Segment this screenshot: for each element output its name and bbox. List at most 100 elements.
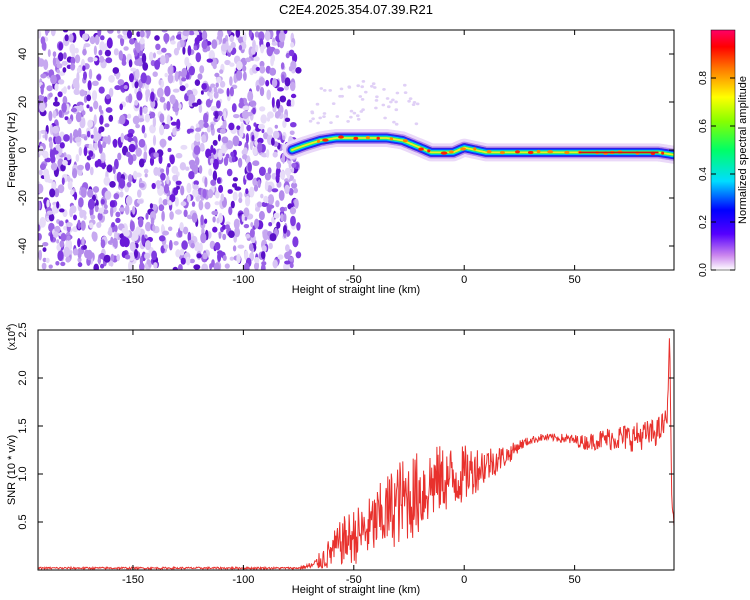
- noise-blob: [172, 88, 180, 93]
- trace-halo-blob: [403, 83, 407, 87]
- noise-blob: [270, 56, 274, 67]
- noise-blob: [63, 134, 70, 142]
- noise-blob: [187, 45, 192, 56]
- noise-blob: [261, 128, 265, 134]
- noise-blob: [269, 67, 277, 76]
- noise-blob: [267, 167, 272, 175]
- noise-blob: [283, 262, 290, 270]
- noise-blob: [38, 224, 41, 232]
- noise-blob: [243, 207, 250, 218]
- noise-blob: [127, 113, 132, 119]
- noise-blob: [251, 134, 255, 142]
- noise-blob: [168, 200, 172, 206]
- noise-blob: [117, 30, 121, 34]
- noise-blob: [41, 41, 47, 51]
- noise-blob: [58, 71, 66, 76]
- noise-blob: [132, 205, 136, 215]
- noise-blob: [165, 165, 170, 176]
- noise-blob: [254, 31, 260, 38]
- noise-blob: [174, 197, 179, 207]
- noise-blob: [83, 146, 88, 157]
- noise-blob: [156, 50, 163, 55]
- noise-blob: [42, 247, 47, 253]
- noise-blob: [139, 182, 145, 188]
- noise-blob: [283, 213, 287, 223]
- noise-blob: [135, 42, 141, 54]
- x-tick-label: 50: [569, 574, 581, 586]
- noise-blob: [201, 83, 207, 90]
- noise-blob: [242, 105, 250, 111]
- noise-blob: [135, 68, 140, 80]
- noise-blob: [266, 46, 274, 57]
- noise-blob: [87, 119, 94, 128]
- noise-blob: [58, 79, 65, 85]
- noise-blob: [152, 224, 156, 232]
- noise-blob: [105, 57, 113, 64]
- noise-blob: [105, 107, 113, 113]
- noise-blob: [276, 221, 281, 229]
- noise-blob: [286, 169, 291, 180]
- noise-blob: [218, 149, 223, 161]
- noise-blob: [159, 138, 167, 148]
- noise-blob: [240, 122, 244, 133]
- noise-blob: [262, 229, 270, 241]
- noise-blob: [135, 124, 141, 129]
- noise-blob: [188, 30, 195, 36]
- trace-halo-blob: [319, 87, 324, 90]
- noise-blob: [112, 67, 120, 74]
- noise-blob: [99, 252, 105, 260]
- trace-halo-blob: [373, 86, 377, 89]
- noise-blob: [175, 152, 183, 159]
- noise-blob: [241, 65, 247, 72]
- noise-blob: [289, 262, 294, 269]
- noise-blob: [199, 142, 205, 152]
- noise-blob: [154, 35, 160, 41]
- noise-blob: [69, 205, 77, 214]
- trace-hotspot: [317, 139, 320, 143]
- noise-blob: [264, 180, 269, 191]
- noise-blob: [295, 67, 302, 74]
- noise-blob: [284, 117, 291, 123]
- noise-blob: [202, 188, 207, 199]
- noise-blob: [119, 103, 123, 111]
- noise-blob: [57, 184, 65, 194]
- noise-blob: [257, 137, 264, 144]
- noise-blob: [211, 210, 219, 216]
- noise-blob: [83, 43, 91, 48]
- noise-blob: [129, 38, 135, 45]
- noise-blob: [252, 160, 260, 166]
- noise-blob: [89, 36, 96, 45]
- noise-blob: [145, 212, 149, 220]
- spectrogram-x-label: Height of straight line (km): [292, 284, 420, 296]
- noise-blob: [149, 126, 155, 132]
- noise-blob: [136, 91, 143, 101]
- noise-blob: [134, 81, 139, 89]
- noise-blob: [229, 86, 234, 97]
- noise-blob: [245, 57, 252, 63]
- trace-hotspot: [473, 147, 477, 151]
- noise-blob: [282, 120, 287, 128]
- noise-blob: [105, 94, 111, 100]
- trace-halo-blob: [335, 115, 340, 118]
- noise-blob: [136, 31, 141, 37]
- noise-blob: [73, 214, 77, 221]
- noise-blob: [38, 249, 42, 261]
- noise-blob: [288, 66, 293, 72]
- noise-blob: [210, 105, 218, 112]
- noise-blob: [284, 260, 291, 265]
- noise-blob: [113, 48, 119, 56]
- trace-halo-blob: [323, 89, 327, 92]
- noise-blob: [208, 168, 213, 176]
- noise-blob: [201, 30, 208, 41]
- noise-blob: [194, 132, 201, 143]
- noise-blob: [94, 142, 98, 151]
- spectrogram-noise-region: [38, 30, 302, 270]
- trace-halo-blob: [391, 98, 395, 102]
- colorbar-ticks: 0.0 0.2 0.4 0.6 0.8: [698, 71, 735, 277]
- noise-blob: [143, 168, 149, 174]
- x-tick-label: 0: [461, 574, 467, 586]
- noise-blob: [48, 92, 53, 98]
- noise-blob: [278, 31, 286, 43]
- noise-blob: [267, 204, 275, 209]
- noise-blob: [50, 232, 54, 242]
